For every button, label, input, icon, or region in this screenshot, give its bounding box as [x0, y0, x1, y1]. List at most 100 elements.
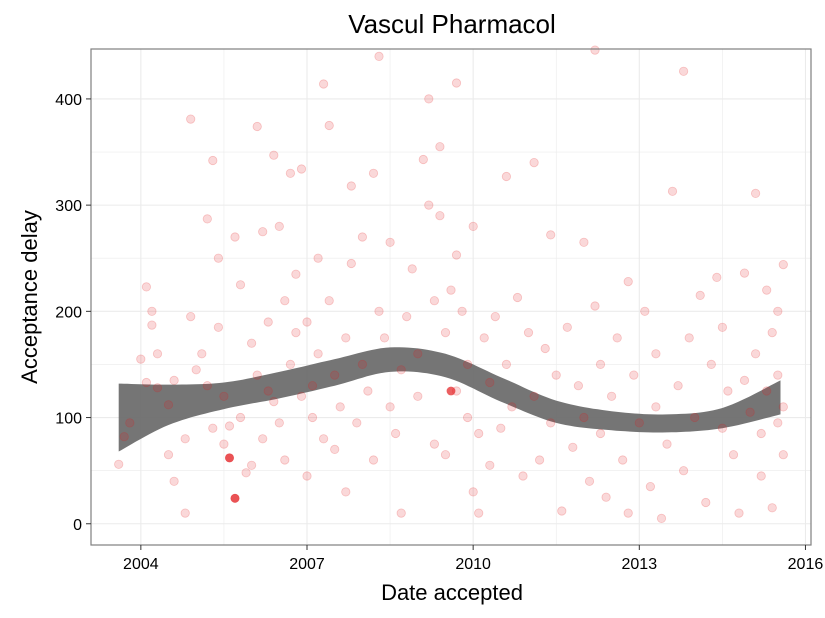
- data-point: [446, 285, 456, 295]
- data-point: [413, 391, 423, 401]
- data-point: [667, 186, 678, 196]
- data-point: [202, 214, 212, 224]
- data-point: [169, 375, 179, 385]
- data-point: [512, 292, 523, 303]
- data-point: [557, 506, 567, 516]
- data-point: [180, 434, 190, 444]
- data-point: [186, 114, 196, 124]
- data-point: [385, 237, 395, 247]
- data-point: [634, 418, 644, 428]
- data-point: [235, 280, 246, 290]
- data-point: [296, 391, 307, 401]
- data-point: [191, 365, 201, 375]
- data-point: [529, 391, 539, 401]
- data-point: [136, 354, 146, 364]
- data-point: [595, 428, 606, 439]
- data-point: [152, 349, 163, 359]
- plot-panel: [91, 49, 811, 545]
- data-point: [357, 359, 367, 369]
- data-point: [734, 508, 744, 518]
- data-point: [368, 455, 379, 465]
- data-point: [163, 450, 174, 460]
- data-point: [723, 386, 733, 396]
- data-point: [186, 311, 196, 322]
- data-point: [662, 439, 672, 449]
- data-point: [440, 327, 451, 338]
- data-point: [750, 188, 761, 198]
- data-point: [285, 359, 295, 369]
- y-tick-label: 100: [55, 411, 82, 428]
- data-point: [546, 230, 556, 240]
- data-point: [778, 450, 788, 460]
- data-point: [263, 317, 273, 327]
- data-point: [756, 471, 766, 481]
- data-point: [612, 333, 622, 343]
- data-point: [501, 171, 511, 182]
- data-point: [728, 450, 739, 460]
- data-point: [562, 322, 572, 332]
- x-axis-title: Date accepted: [381, 580, 523, 605]
- data-point: [778, 402, 788, 412]
- data-point: [258, 434, 268, 444]
- data-point: [402, 311, 412, 322]
- smooth-band-layer: [118, 347, 781, 452]
- data-point: [235, 412, 246, 423]
- data-point: [485, 377, 495, 388]
- data-point: [540, 343, 550, 354]
- data-point: [163, 400, 174, 410]
- data-point: [573, 381, 584, 391]
- data-point: [606, 391, 617, 401]
- data-point: [651, 402, 661, 412]
- data-point: [302, 471, 312, 481]
- data-point: [739, 268, 750, 278]
- grid-lines: [91, 49, 811, 545]
- data-point: [673, 381, 683, 391]
- data-point: [773, 370, 783, 380]
- data-point: [230, 232, 240, 242]
- smooth-confidence-band: [118, 347, 781, 452]
- data-point: [352, 418, 362, 428]
- data-point: [114, 459, 124, 469]
- data-point: [623, 508, 633, 518]
- data-point: [518, 471, 528, 481]
- data-point: [247, 338, 257, 348]
- data-point: [374, 306, 384, 316]
- data-point: [468, 487, 478, 497]
- data-point: [640, 306, 650, 316]
- data-point: [601, 492, 611, 502]
- data-point: [523, 327, 534, 338]
- data-point: [778, 259, 788, 270]
- data-point: [418, 154, 428, 165]
- chart-title: Vascul Pharmacol: [348, 9, 556, 39]
- data-point: [346, 181, 356, 191]
- data-point: [451, 250, 462, 260]
- data-point: [579, 237, 589, 247]
- data-point: [457, 306, 467, 316]
- data-point: [219, 439, 229, 449]
- data-point: [629, 370, 639, 380]
- data-point: [263, 386, 273, 396]
- data-point-overlap: [225, 453, 234, 463]
- data-point: [296, 164, 307, 174]
- data-point: [451, 78, 462, 88]
- data-point: [313, 349, 323, 359]
- data-point: [529, 158, 539, 168]
- data-point: [252, 121, 262, 132]
- data-point: [180, 508, 190, 518]
- data-point: [291, 269, 301, 279]
- points-layer: [114, 45, 788, 524]
- plot-frame: [90, 48, 812, 546]
- data-point: [407, 264, 417, 274]
- data-point: [750, 349, 761, 359]
- x-tick-label: 2010: [455, 556, 491, 573]
- data-point: [468, 221, 478, 231]
- y-tick-label: 0: [73, 517, 82, 534]
- data-point: [618, 455, 628, 465]
- data-point: [568, 442, 578, 452]
- data-point: [590, 45, 600, 55]
- x-tick-label: 2013: [622, 556, 658, 573]
- x-tick-label: 2004: [123, 556, 159, 573]
- data-point: [496, 423, 506, 433]
- data-point: [706, 359, 716, 369]
